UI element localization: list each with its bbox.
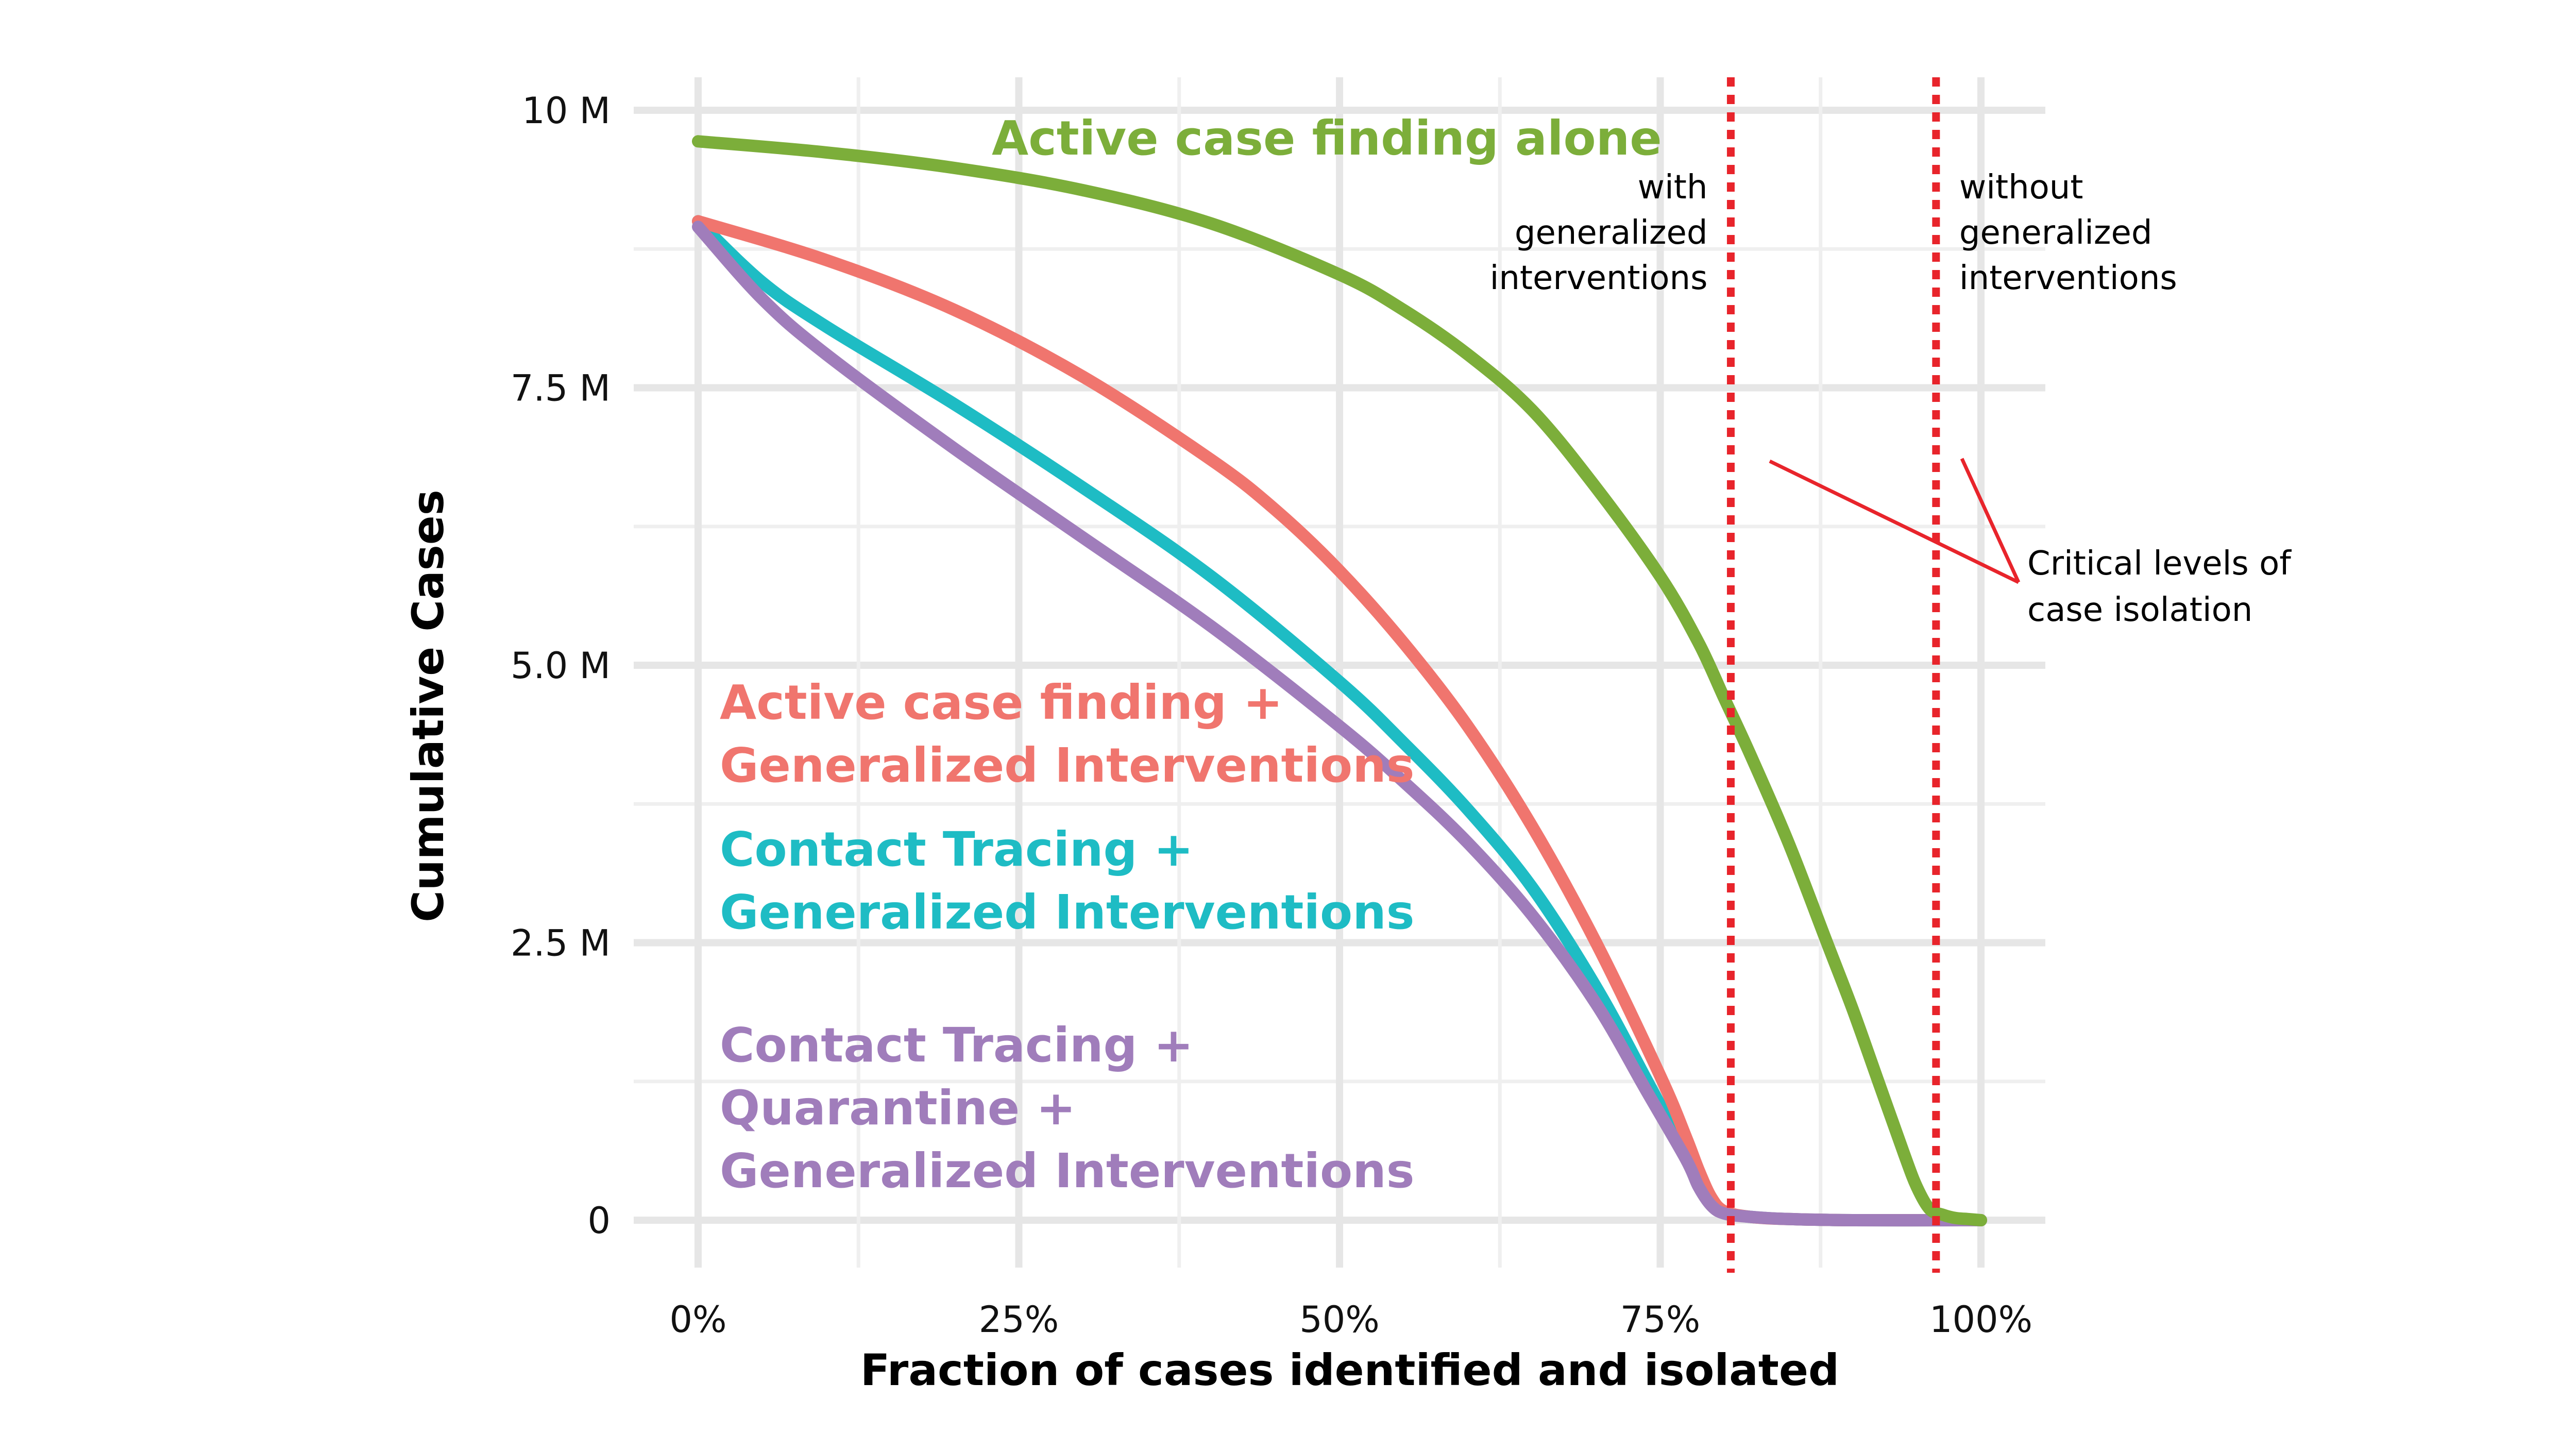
annotation-text: Critical levels of (2027, 545, 2292, 583)
series-label: Quarantine + (720, 1081, 1076, 1136)
x-tick-label: 75% (1620, 1299, 1701, 1341)
x-tick-label: 0% (669, 1299, 726, 1341)
x-tick-label: 25% (979, 1299, 1059, 1341)
annotation-pointer (1960, 458, 2021, 583)
x-axis-title: Fraction of cases identified and isolate… (860, 1345, 1839, 1395)
y-tick-label: 0 (587, 1200, 611, 1242)
vline-label: generalized (1515, 214, 1708, 252)
x-tick-label: 100% (1929, 1299, 2032, 1341)
y-tick-label: 5.0 M (511, 645, 611, 687)
y-tick-label: 2.5 M (511, 922, 611, 965)
critical-lines (1726, 77, 1940, 1273)
series-label: Generalized Interventions (720, 1143, 1414, 1199)
annotation-text: case isolation (2027, 591, 2252, 629)
y-axis-title: Cumulative Cases (403, 490, 453, 922)
series-label: Contact Tracing + (720, 822, 1193, 877)
vline-label: with (1638, 168, 1708, 207)
vline-label: without (1959, 168, 2083, 207)
critical-annotation: with generalized interventions without gener… (1490, 168, 2292, 629)
series-line (692, 135, 1987, 1226)
y-axis-ticks: 0 2.5 M 5.0 M 7.5 M 10 M (511, 90, 611, 1242)
x-axis-ticks: 0% 25% 50% 75% 100% (669, 1299, 2032, 1341)
x-tick-label: 50% (1299, 1299, 1380, 1341)
series-label: Active case finding alone (992, 111, 1662, 166)
series-line (692, 221, 1987, 1227)
series-label: Contact Tracing + (720, 1018, 1193, 1073)
vline-label: interventions (1959, 259, 2177, 297)
annotation-pointer (1769, 459, 2020, 584)
series-label: Generalized Interventions (720, 885, 1414, 940)
y-tick-label: 10 M (522, 90, 611, 132)
y-tick-label: 7.5 M (511, 367, 611, 410)
vline-label: generalized (1959, 214, 2153, 252)
series-labels: Active case finding alone Active case fin… (720, 111, 1662, 1199)
vline-label: interventions (1490, 259, 1708, 297)
series-lines (692, 135, 1987, 1227)
series-label: Generalized Interventions (720, 738, 1414, 793)
series-label: Active case finding + (720, 675, 1283, 730)
